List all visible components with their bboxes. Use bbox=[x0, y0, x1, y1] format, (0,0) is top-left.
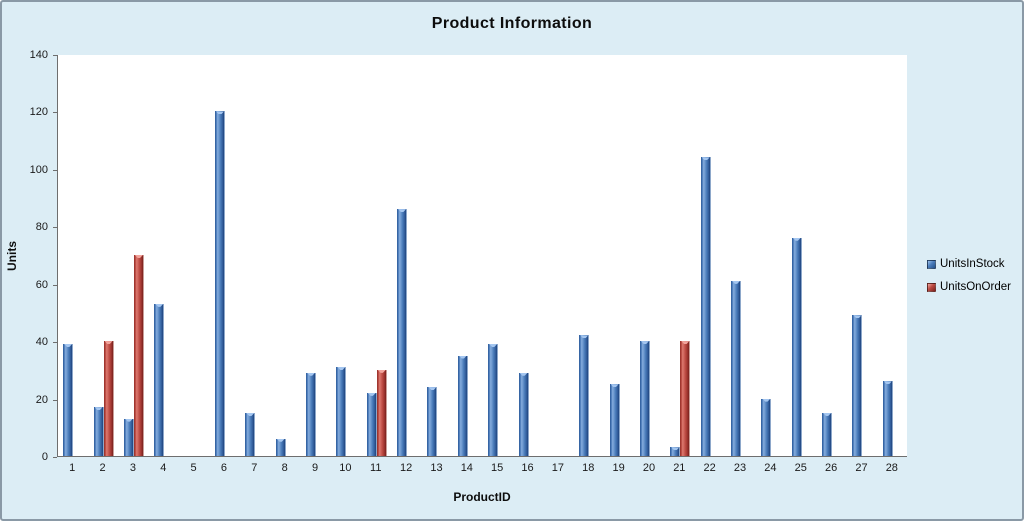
legend-label: UnitsOnOrder bbox=[940, 281, 1011, 293]
x-tick-label-26: 26 bbox=[824, 462, 838, 474]
y-tick-label-140: 140 bbox=[29, 49, 48, 61]
legend-swatch-blue-icon bbox=[927, 259, 936, 269]
x-tick-label-14: 14 bbox=[460, 462, 473, 474]
bar-UnitsInStock-3 bbox=[123, 418, 134, 456]
x-tick-label-8: 8 bbox=[281, 462, 288, 474]
y-tick-label-100: 100 bbox=[29, 163, 48, 176]
x-tick-label-11: 11 bbox=[370, 462, 382, 474]
x-tick-label-18: 18 bbox=[582, 462, 595, 474]
bar-UnitsInStock-27 bbox=[852, 315, 863, 456]
bar-UnitsInStock-16 bbox=[518, 372, 529, 456]
bar-UnitsOnOrder-11 bbox=[376, 369, 387, 456]
legend-item-units-on-order: UnitsOnOrder bbox=[927, 281, 1011, 293]
x-tick-label-1: 1 bbox=[69, 462, 76, 474]
bar-UnitsInStock-22 bbox=[700, 157, 711, 456]
y-tick-mark bbox=[53, 342, 57, 344]
bar-UnitsInStock-13 bbox=[427, 387, 438, 456]
bar-UnitsInStock-28 bbox=[882, 381, 893, 456]
x-tick-label-21: 21 bbox=[673, 462, 686, 474]
x-tick-label-12: 12 bbox=[399, 462, 413, 474]
y-tick-label-20: 20 bbox=[35, 393, 48, 406]
x-tick-label-13: 13 bbox=[430, 462, 443, 474]
bar-UnitsInStock-4 bbox=[154, 303, 165, 456]
bar-UnitsInStock-8 bbox=[275, 438, 286, 456]
bar-UnitsInStock-15 bbox=[488, 344, 499, 456]
y-tick-mark bbox=[53, 284, 57, 286]
bar-UnitsInStock-14 bbox=[457, 355, 468, 456]
x-tick-label-19: 19 bbox=[612, 462, 625, 474]
y-tick-label-120: 120 bbox=[29, 106, 48, 119]
x-tick-label-5: 5 bbox=[190, 462, 197, 474]
x-tick-label-20: 20 bbox=[642, 462, 656, 474]
chart-title: Product Information bbox=[431, 15, 593, 32]
bar-UnitsInStock-10 bbox=[336, 367, 347, 456]
x-tick-label-6: 6 bbox=[220, 462, 228, 474]
bar-UnitsInStock-2 bbox=[93, 407, 104, 456]
y-tick-mark bbox=[53, 55, 57, 56]
bar-UnitsInStock-20 bbox=[639, 341, 650, 456]
y-tick-label-0: 0 bbox=[41, 451, 48, 463]
y-tick-label-80: 80 bbox=[35, 221, 48, 234]
x-tick-label-2: 2 bbox=[99, 462, 106, 474]
bar-UnitsInStock-6 bbox=[214, 111, 225, 456]
bar-UnitsInStock-18 bbox=[579, 335, 590, 456]
bar-UnitsInStock-24 bbox=[761, 398, 772, 456]
x-tick-label-22: 22 bbox=[703, 462, 716, 474]
y-tick-mark bbox=[53, 227, 57, 229]
bar-UnitsOnOrder-21 bbox=[680, 341, 691, 456]
x-tick-label-28: 28 bbox=[885, 462, 898, 474]
x-tick-label-10: 10 bbox=[339, 462, 352, 474]
x-tick-label-27: 27 bbox=[855, 462, 868, 474]
legend: UnitsInStock UnitsOnOrder bbox=[927, 258, 1011, 304]
bar-UnitsOnOrder-3 bbox=[133, 255, 144, 456]
legend-swatch-red-icon bbox=[927, 282, 936, 292]
y-tick-mark bbox=[53, 169, 57, 171]
x-tick-label-15: 15 bbox=[491, 462, 504, 474]
y-tick-label-40: 40 bbox=[35, 336, 48, 349]
y-tick-label-60: 60 bbox=[35, 278, 48, 291]
bar-UnitsInStock-23 bbox=[731, 280, 742, 456]
x-tick-label-24: 24 bbox=[764, 462, 777, 474]
bar-UnitsInStock-11 bbox=[366, 392, 377, 456]
bar-UnitsInStock-12 bbox=[397, 209, 408, 456]
bar-UnitsInStock-25 bbox=[791, 237, 802, 456]
x-tick-label-23: 23 bbox=[733, 462, 747, 474]
bar-UnitsInStock-7 bbox=[245, 412, 256, 456]
bar-UnitsInStock-9 bbox=[306, 372, 317, 456]
bar-UnitsOnOrder-2 bbox=[103, 341, 114, 456]
plot-area bbox=[57, 55, 907, 457]
bar-UnitsInStock-1 bbox=[63, 344, 74, 456]
bar-UnitsInStock-26 bbox=[822, 412, 833, 456]
y-tick-mark bbox=[53, 399, 57, 401]
x-tick-label-3: 3 bbox=[129, 462, 136, 474]
x-tick-label-16: 16 bbox=[521, 462, 534, 474]
x-tick-label-25: 25 bbox=[794, 462, 807, 474]
y-tick-mark bbox=[53, 457, 57, 458]
legend-item-units-in-stock: UnitsInStock bbox=[927, 258, 1011, 270]
y-tick-mark bbox=[53, 112, 57, 114]
x-tick-label-17: 17 bbox=[551, 462, 565, 474]
x-axis-title: ProductID bbox=[453, 490, 511, 504]
x-tick-label-7: 7 bbox=[251, 462, 258, 474]
bar-UnitsInStock-21 bbox=[670, 447, 681, 456]
bar-UnitsInStock-19 bbox=[609, 384, 620, 456]
x-tick-label-9: 9 bbox=[311, 462, 319, 474]
legend-label: UnitsInStock bbox=[940, 258, 1005, 270]
x-tick-label-4: 4 bbox=[160, 462, 167, 474]
